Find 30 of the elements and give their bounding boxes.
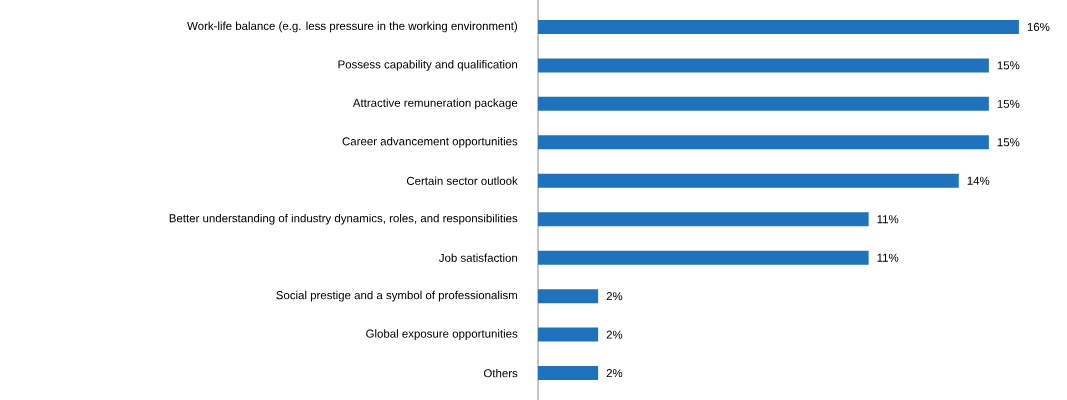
- bar: [538, 327, 599, 342]
- data-label: 14%: [967, 176, 990, 185]
- y-tick-label: Others: [483, 368, 518, 378]
- data-label: 11%: [877, 253, 899, 262]
- bar: [538, 212, 869, 227]
- y-tick-label: Work-life balance (e.g. less pressure in the working environment): [187, 21, 518, 33]
- bar: [538, 289, 599, 304]
- y-tick-label: Social prestige and a symbol of professionalism: [276, 290, 517, 302]
- bar: [538, 366, 599, 381]
- bar: [538, 135, 989, 150]
- data-label: 11%: [877, 215, 899, 224]
- data-label: 15%: [997, 61, 1020, 70]
- y-tick-label: Possess capability and qualification: [338, 60, 518, 71]
- y-tick-label: Job satisfaction: [439, 253, 518, 262]
- bar: [538, 173, 959, 188]
- y-tick-label: Better understanding of industry dynamics, roles, and responsibilities: [169, 213, 518, 225]
- data-label: 2%: [606, 330, 623, 339]
- y-tick-label: Global exposure opportunities: [366, 329, 518, 340]
- data-label: 15%: [997, 99, 1020, 108]
- data-label: 2%: [606, 292, 623, 301]
- bar: [538, 96, 989, 111]
- data-label: 2%: [606, 369, 623, 378]
- bar: [538, 250, 869, 265]
- y-tick-label: Certain sector outlook: [406, 176, 518, 185]
- y-tick-label: Career advancement opportunities: [342, 136, 518, 148]
- bar: [538, 19, 1019, 34]
- bar: [538, 58, 989, 73]
- data-label: 15%: [997, 138, 1020, 147]
- data-label: 16%: [1027, 22, 1050, 31]
- y-tick-label: Attractive remuneration package: [352, 98, 518, 110]
